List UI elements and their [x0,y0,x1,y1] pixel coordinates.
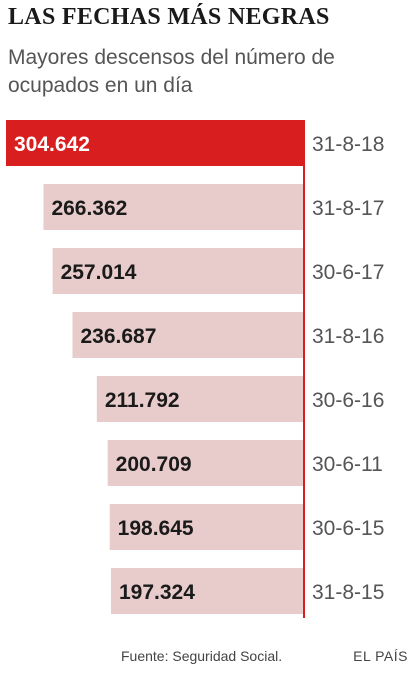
date-label: 30-6-11 [312,453,383,476]
date-label: 31-8-18 [312,133,384,156]
bar-value-label: 257.014 [61,261,137,284]
date-label: 30-6-16 [312,389,384,412]
source-note: Fuente: Seguridad Social. [121,648,283,664]
bar-value-label: 200.709 [116,453,192,476]
bar-value-label: 197.324 [119,581,195,604]
bar-30-6-16 [96,376,304,422]
bar-value-label: 236.687 [80,325,156,348]
bar-31-8-16 [72,312,304,358]
brand-logo: EL PAÍS [353,648,408,664]
bar-value-label: 266.362 [51,197,127,220]
bar-30-6-15 [109,504,305,550]
bar-value-label: 304.642 [14,133,90,156]
bar-30-6-17 [52,248,304,294]
chart-subtitle: Mayores descensos del número de ocupados… [8,46,335,97]
bar-value-label: 211.792 [105,389,180,412]
chart-title: LAS FECHAS MÁS NEGRAS [8,4,330,30]
date-label: 31-8-17 [312,197,384,220]
date-label: 30-6-17 [312,261,384,284]
bar-value-label: 198.645 [118,517,194,540]
bar-30-6-11 [107,440,304,486]
date-label: 30-6-15 [312,517,384,540]
bar-31-8-18 [6,120,304,166]
bar-31-8-17 [43,184,304,230]
date-label: 31-8-16 [312,325,384,348]
bar-31-8-15 [110,568,305,614]
date-label: 31-8-15 [312,581,384,604]
